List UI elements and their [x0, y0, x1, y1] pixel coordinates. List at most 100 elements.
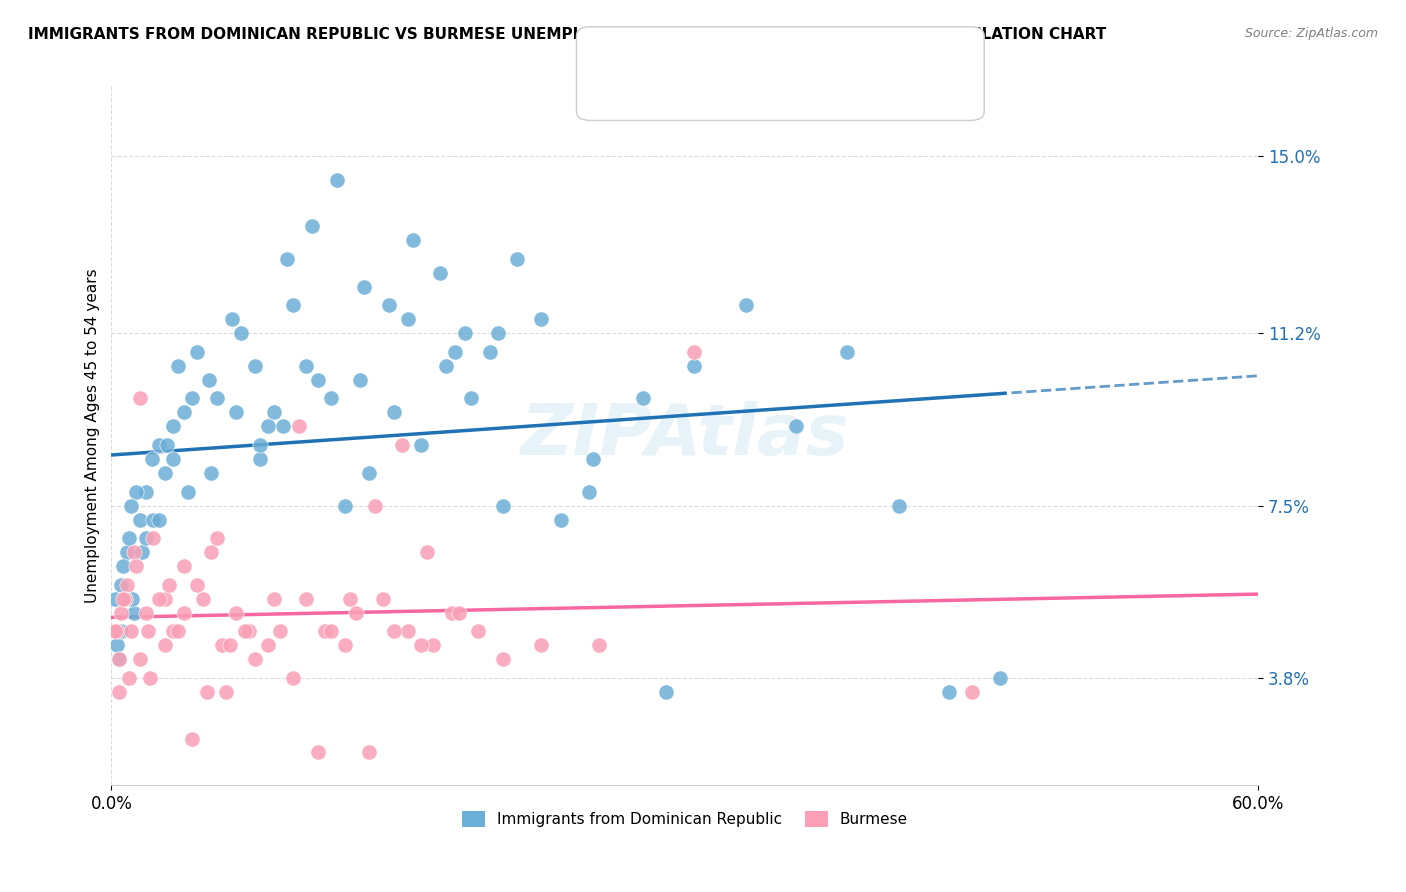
Point [321, 624, 343, 639]
Point [142, 512, 165, 526]
Text: 68: 68 [742, 78, 763, 92]
Point [454, 326, 477, 341]
Point [382, 405, 405, 419]
Point [307, 746, 329, 760]
Point [238, 624, 260, 639]
Point [131, 545, 153, 559]
Point [273, 419, 295, 434]
Point [486, 326, 509, 341]
Point [157, 578, 180, 592]
Point [416, 545, 439, 559]
Point [117, 671, 139, 685]
Point [105, 624, 128, 639]
Point [938, 685, 960, 699]
Point [530, 638, 553, 652]
Point [243, 359, 266, 373]
Point [162, 419, 184, 434]
Point [110, 624, 132, 639]
Text: R =: R = [636, 78, 669, 92]
Point [173, 405, 195, 419]
Point [243, 652, 266, 666]
Point [837, 344, 859, 359]
Point [353, 279, 375, 293]
Point [233, 624, 256, 639]
Text: N =: N = [717, 42, 751, 56]
Text: 0.541: 0.541 [664, 42, 711, 56]
Point [205, 392, 228, 406]
Point [167, 624, 190, 639]
Point [104, 591, 127, 606]
Point [205, 531, 228, 545]
Point [180, 731, 202, 746]
Text: N =: N = [717, 78, 751, 92]
Point [110, 606, 132, 620]
Point [409, 638, 432, 652]
Legend: Immigrants from Dominican Republic, Burmese: Immigrants from Dominican Republic, Burm… [456, 805, 914, 833]
Point [200, 545, 222, 559]
Point [110, 578, 132, 592]
Text: R =: R = [636, 42, 669, 56]
Point [136, 624, 159, 639]
Point [173, 606, 195, 620]
Text: 80: 80 [742, 42, 763, 56]
Point [135, 531, 157, 545]
Point [276, 252, 298, 266]
Point [115, 545, 138, 559]
Point [104, 624, 127, 639]
Point [173, 559, 195, 574]
Point [124, 545, 146, 559]
Point [281, 671, 304, 685]
Point [530, 312, 553, 326]
Point [422, 638, 444, 652]
Point [249, 452, 271, 467]
Point [195, 685, 218, 699]
Point [200, 466, 222, 480]
Point [125, 559, 148, 574]
Point [225, 606, 247, 620]
Point [198, 373, 221, 387]
Point [108, 685, 131, 699]
Point [333, 499, 356, 513]
Point [287, 419, 309, 434]
Point [321, 392, 343, 406]
Point [167, 359, 190, 373]
Point [211, 638, 233, 652]
Point [257, 638, 280, 652]
Point [344, 606, 367, 620]
Point [138, 671, 160, 685]
Point [153, 466, 176, 480]
Point [177, 484, 200, 499]
Point [153, 591, 176, 606]
Point [377, 298, 399, 312]
Text: ■: ■ [612, 75, 630, 95]
Point [391, 438, 413, 452]
Point [582, 452, 605, 467]
Point [156, 438, 179, 452]
Point [148, 512, 170, 526]
Point [429, 266, 451, 280]
Point [121, 591, 143, 606]
Point [231, 326, 253, 341]
Point [359, 746, 381, 760]
Point [120, 624, 142, 639]
Point [269, 624, 291, 639]
Point [349, 373, 371, 387]
Point [141, 452, 163, 467]
Text: 0.051: 0.051 [664, 78, 711, 92]
Point [117, 531, 139, 545]
Point [631, 392, 654, 406]
Point [111, 559, 134, 574]
Point [988, 671, 1011, 685]
Point [108, 652, 131, 666]
Point [492, 499, 515, 513]
Point [105, 638, 128, 652]
Point [295, 591, 318, 606]
Point [492, 652, 515, 666]
Point [129, 512, 152, 526]
Point [129, 652, 152, 666]
Point [186, 578, 208, 592]
Point [135, 484, 157, 499]
Text: IMMIGRANTS FROM DOMINICAN REPUBLIC VS BURMESE UNEMPLOYMENT AMONG AGES 45 TO 54 Y: IMMIGRANTS FROM DOMINICAN REPUBLIC VS BU… [28, 27, 1107, 42]
Point [111, 591, 134, 606]
Point [887, 499, 910, 513]
